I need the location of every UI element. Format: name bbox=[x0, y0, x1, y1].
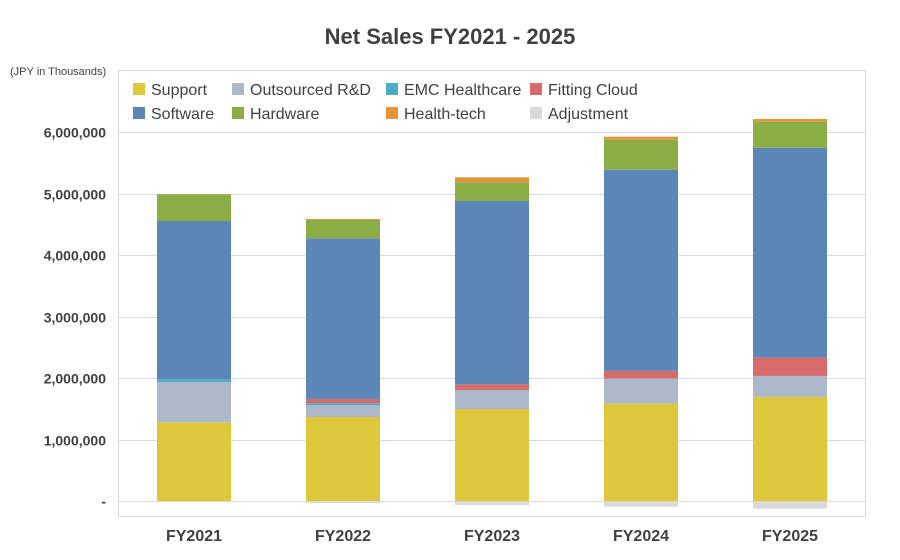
legend-item-hardware: Hardware bbox=[232, 106, 319, 123]
legend-item-emc-healthcare: EMC Healthcare bbox=[386, 82, 521, 99]
bar-segment-support-fy2022 bbox=[306, 416, 380, 501]
bar-segment-health-tech-fy2024 bbox=[604, 136, 678, 140]
bar-segment-health-tech-fy2022 bbox=[306, 219, 380, 221]
bar-segment-hardware-fy2022 bbox=[306, 220, 380, 239]
legend-swatch bbox=[386, 107, 398, 119]
legend-label: Support bbox=[151, 82, 208, 99]
legend-swatch bbox=[530, 83, 542, 95]
legend-item-fitting-cloud: Fitting Cloud bbox=[530, 82, 638, 99]
legend-label: Health-tech bbox=[404, 106, 486, 123]
unit-label: (JPY in Thousands) bbox=[10, 66, 106, 78]
legend-swatch bbox=[133, 107, 145, 119]
legend-label: Adjustment bbox=[548, 106, 629, 123]
y-tick-label: 6,000,000 bbox=[44, 125, 106, 141]
bar-segment-adjustment-fy2023 bbox=[455, 501, 529, 505]
legend-item-outsourced-r-d: Outsourced R&D bbox=[232, 82, 371, 99]
legend-item-support: Support bbox=[133, 82, 208, 99]
legend-swatch bbox=[232, 83, 244, 95]
x-tick-label: FY2023 bbox=[464, 528, 520, 545]
bar-segment-software-fy2022 bbox=[306, 238, 380, 399]
bar-segment-hardware-fy2023 bbox=[455, 182, 529, 202]
x-tick-label: FY2021 bbox=[166, 528, 222, 545]
y-tick-label: 4,000,000 bbox=[44, 248, 106, 264]
chart-title: Net Sales FY2021 - 2025 bbox=[325, 24, 576, 49]
bar-segment-hardware-fy2025 bbox=[753, 121, 827, 148]
bar-segment-outsourced-r-d-fy2021 bbox=[157, 381, 231, 423]
legend-swatch bbox=[232, 107, 244, 119]
legend-label: Fitting Cloud bbox=[548, 82, 638, 99]
bar-segment-support-fy2025 bbox=[753, 396, 827, 501]
legend-swatch bbox=[386, 83, 398, 95]
bar-segment-software-fy2021 bbox=[157, 220, 231, 380]
bar-segment-outsourced-r-d-fy2022 bbox=[306, 405, 380, 417]
bar-segment-fitting-cloud-fy2025 bbox=[753, 357, 827, 376]
bar-segment-adjustment-fy2021 bbox=[157, 501, 231, 502]
bar-segment-adjustment-fy2025 bbox=[753, 501, 827, 509]
bar-segment-support-fy2023 bbox=[455, 408, 529, 501]
legend-item-software: Software bbox=[133, 106, 214, 123]
x-tick-label: FY2024 bbox=[613, 528, 669, 545]
bar-segment-hardware-fy2024 bbox=[604, 139, 678, 170]
bar-segment-outsourced-r-d-fy2025 bbox=[753, 375, 827, 397]
y-tick-label: 5,000,000 bbox=[44, 187, 106, 203]
bar-segment-fitting-cloud-fy2024 bbox=[604, 370, 678, 379]
legend-label: EMC Healthcare bbox=[404, 82, 521, 99]
bar-segment-software-fy2023 bbox=[455, 201, 529, 385]
plot-area bbox=[118, 70, 866, 517]
bar-segment-outsourced-r-d-fy2024 bbox=[604, 378, 678, 404]
bar-segment-health-tech-fy2025 bbox=[753, 119, 827, 122]
legend-label: Software bbox=[151, 106, 214, 123]
bar-segment-outsourced-r-d-fy2023 bbox=[455, 389, 529, 409]
y-tick-label: 2,000,000 bbox=[44, 371, 106, 387]
bar-segment-software-fy2025 bbox=[753, 147, 827, 358]
x-tick-label: FY2025 bbox=[762, 528, 818, 545]
legend-swatch bbox=[133, 83, 145, 95]
bar-segment-adjustment-fy2022 bbox=[306, 501, 380, 504]
bar-segment-support-fy2024 bbox=[604, 403, 678, 501]
bar-segment-adjustment-fy2024 bbox=[604, 501, 678, 507]
y-tick-label: 1,000,000 bbox=[44, 433, 106, 449]
legend-swatch bbox=[530, 107, 542, 119]
legend-label: Hardware bbox=[250, 106, 319, 123]
legend-label: Outsourced R&D bbox=[250, 82, 371, 99]
y-tick-label: 3,000,000 bbox=[44, 310, 106, 326]
legend-item-health-tech: Health-tech bbox=[386, 106, 486, 123]
x-tick-label: FY2022 bbox=[315, 528, 371, 545]
bar-segment-software-fy2024 bbox=[604, 169, 678, 371]
legend-item-adjustment: Adjustment bbox=[530, 106, 629, 123]
bar-segment-emc-healthcare-fy2022 bbox=[306, 403, 380, 406]
bar-segment-emc-healthcare-fy2021 bbox=[157, 379, 231, 382]
bar-segment-fitting-cloud-fy2022 bbox=[306, 398, 380, 404]
bar-segment-fitting-cloud-fy2023 bbox=[455, 384, 529, 390]
bar-segment-support-fy2021 bbox=[157, 422, 231, 501]
y-tick-label: - bbox=[101, 494, 106, 510]
bar-segment-hardware-fy2021 bbox=[157, 194, 231, 221]
bar-segment-health-tech-fy2023 bbox=[455, 177, 529, 183]
